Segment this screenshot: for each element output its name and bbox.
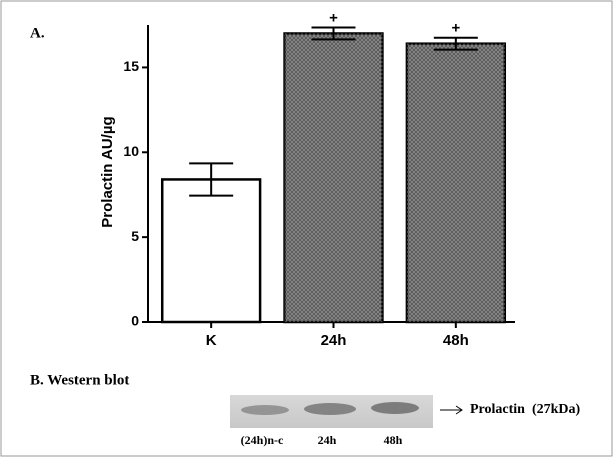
blot-arrow-head [455, 405, 463, 415]
lane-label: 48h [384, 433, 403, 447]
band-label: Prolactin (27kDa) [470, 402, 581, 417]
blot-band [371, 402, 419, 414]
x-tick-label: 48h [443, 332, 469, 349]
significance-mark: + [329, 10, 338, 27]
x-tick-label: 24h [321, 332, 347, 349]
blot-band [304, 403, 356, 415]
y-tick-label: 0 [131, 313, 139, 329]
y-tick-label: 10 [123, 143, 139, 159]
panel-title: A. [30, 25, 45, 41]
bar-hatch [284, 33, 383, 322]
lane-label: 24h [318, 433, 337, 447]
blot-band [241, 405, 289, 415]
x-tick-label: K [206, 332, 217, 349]
blot-title: B. Western blot [30, 372, 129, 388]
y-axis-label: Prolactin AU/µg [99, 116, 116, 227]
bar-hatch [406, 43, 505, 322]
y-tick-label: 5 [131, 228, 139, 244]
lane-label: (24h)n-c [241, 433, 284, 447]
y-tick-label: 15 [123, 58, 139, 74]
bar [160, 178, 262, 324]
significance-mark: + [451, 20, 460, 37]
